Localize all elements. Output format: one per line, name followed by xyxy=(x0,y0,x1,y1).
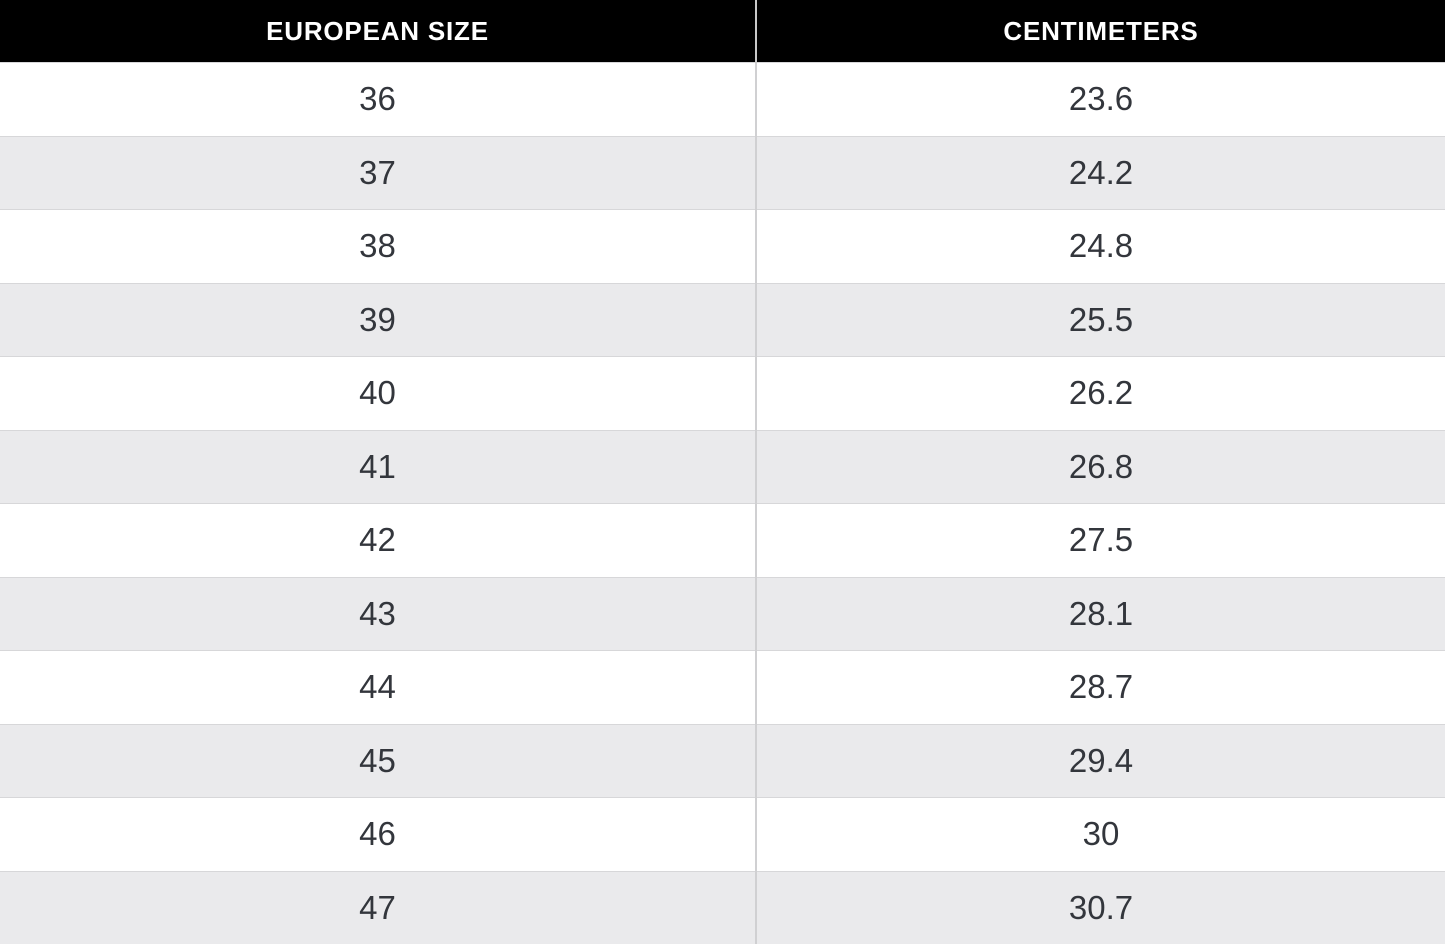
column-header-european-size: EUROPEAN SIZE xyxy=(0,0,756,63)
table-header: EUROPEAN SIZE CENTIMETERS xyxy=(0,0,1445,63)
cm-cell: 26.2 xyxy=(756,357,1445,431)
cm-cell: 30 xyxy=(756,798,1445,872)
size-cell: 46 xyxy=(0,798,756,872)
size-cell: 39 xyxy=(0,283,756,357)
size-cell: 36 xyxy=(0,63,756,137)
cm-cell: 28.1 xyxy=(756,577,1445,651)
cm-cell: 28.7 xyxy=(756,651,1445,725)
size-cell: 43 xyxy=(0,577,756,651)
header-row: EUROPEAN SIZE CENTIMETERS xyxy=(0,0,1445,63)
size-cell: 47 xyxy=(0,871,756,944)
size-cell: 37 xyxy=(0,136,756,210)
size-cell: 44 xyxy=(0,651,756,725)
size-cell: 41 xyxy=(0,430,756,504)
column-header-centimeters: CENTIMETERS xyxy=(756,0,1445,63)
size-cell: 38 xyxy=(0,210,756,284)
cm-cell: 27.5 xyxy=(756,504,1445,578)
cm-cell: 25.5 xyxy=(756,283,1445,357)
cm-cell: 24.2 xyxy=(756,136,1445,210)
size-cell: 40 xyxy=(0,357,756,431)
cm-cell: 24.8 xyxy=(756,210,1445,284)
cm-cell: 29.4 xyxy=(756,724,1445,798)
cm-cell: 23.6 xyxy=(756,63,1445,137)
size-cell: 42 xyxy=(0,504,756,578)
size-cell: 45 xyxy=(0,724,756,798)
cm-cell: 30.7 xyxy=(756,871,1445,944)
cm-cell: 26.8 xyxy=(756,430,1445,504)
